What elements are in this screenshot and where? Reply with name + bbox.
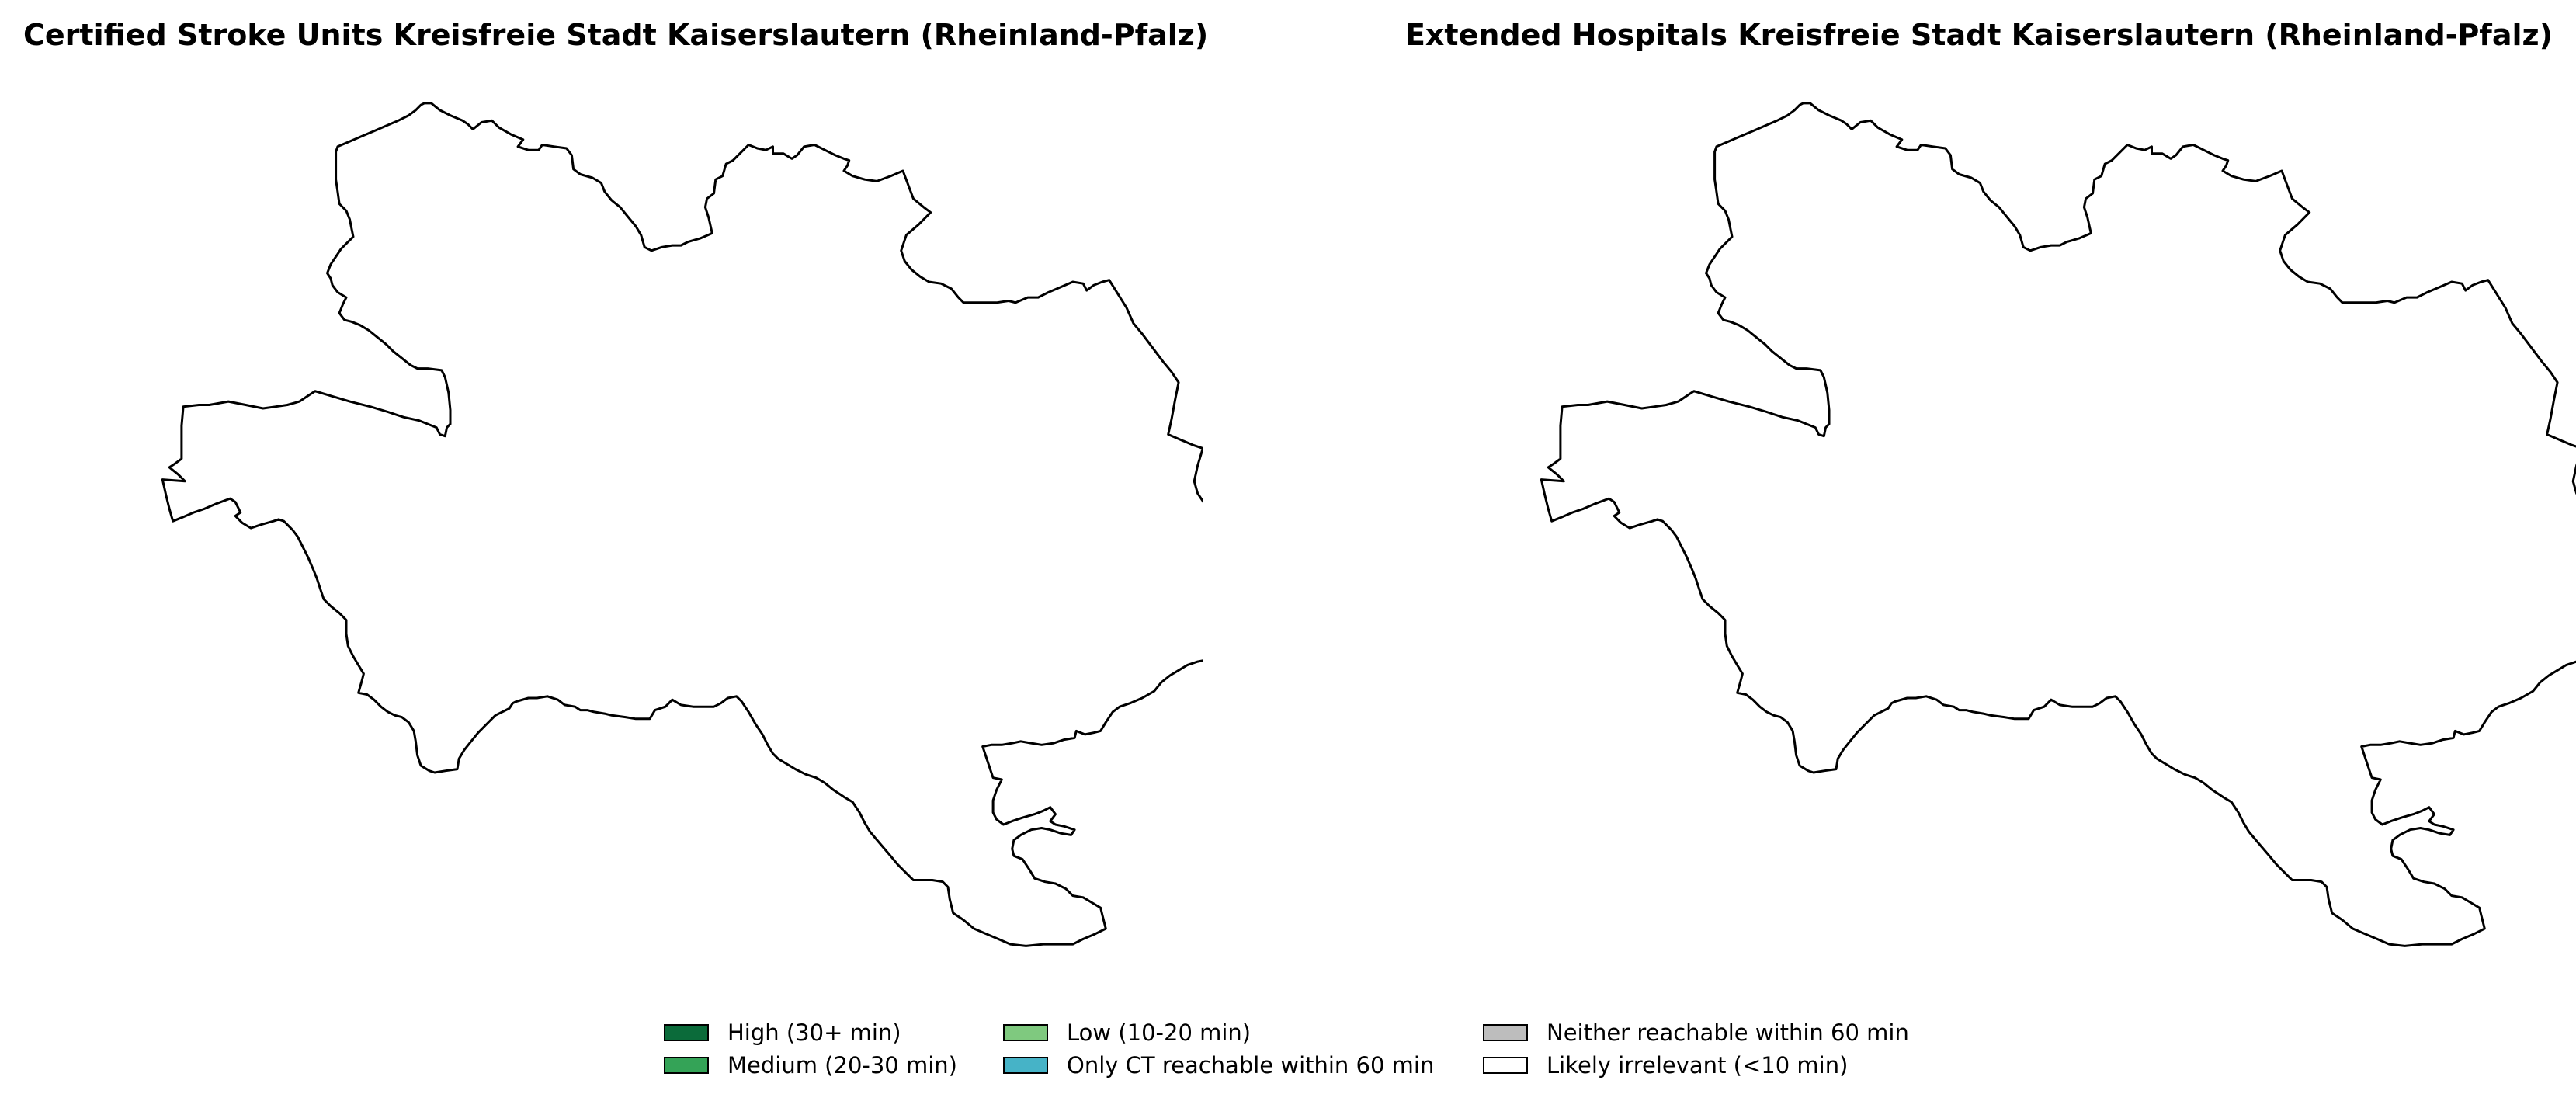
legend-swatch-high <box>664 1024 709 1041</box>
right-map <box>1540 102 2576 947</box>
left-map-region-boundary <box>161 102 1203 947</box>
legend-label-low: Low (10-20 min) <box>1067 1019 1252 1046</box>
legend-label-medium: Medium (20-30 min) <box>727 1052 957 1078</box>
legend-label-high: High (30+ min) <box>727 1019 901 1046</box>
left-map-title: Certified Stroke Units Kreisfreie Stadt … <box>23 18 1209 52</box>
legend-item-low: Low (10-20 min) <box>1003 1017 1251 1048</box>
legend-item-only-ct: Only CT reachable within 60 min <box>1003 1050 1434 1081</box>
legend-swatch-neither <box>1483 1024 1528 1041</box>
right-map-region-boundary <box>1540 102 2576 947</box>
legend-item-irrelevant: Likely irrelevant (<10 min) <box>1483 1050 1848 1081</box>
legend-swatch-irrelevant <box>1483 1057 1528 1074</box>
legend-item-neither: Neither reachable within 60 min <box>1483 1017 1909 1048</box>
legend-swatch-only-ct <box>1003 1057 1048 1074</box>
legend-swatch-medium <box>664 1057 709 1074</box>
legend-label-neither: Neither reachable within 60 min <box>1547 1019 1909 1046</box>
legend-swatch-low <box>1003 1024 1048 1041</box>
left-map <box>161 102 1203 947</box>
legend-label-irrelevant: Likely irrelevant (<10 min) <box>1547 1052 1849 1078</box>
legend-item-high: High (30+ min) <box>664 1017 901 1048</box>
legend-label-only-ct: Only CT reachable within 60 min <box>1067 1052 1435 1078</box>
right-map-title: Extended Hospitals Kreisfreie Stadt Kais… <box>1404 18 2553 52</box>
legend: High (30+ min) Medium (20-30 min) Low (1… <box>664 1017 1937 1095</box>
legend-item-medium: Medium (20-30 min) <box>664 1050 957 1081</box>
